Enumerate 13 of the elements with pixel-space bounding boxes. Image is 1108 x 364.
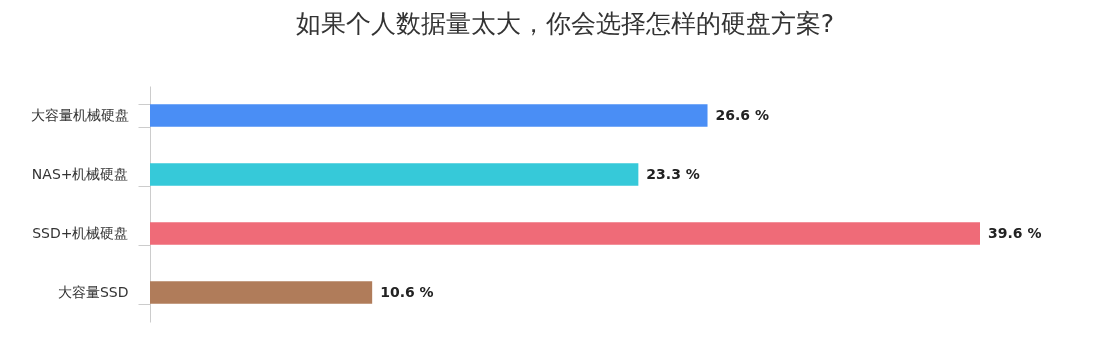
data-label: 10.6 % (380, 283, 434, 300)
bar (150, 222, 980, 245)
y-tick-label: 大容量SSD (57, 284, 129, 300)
y-tick-label: NAS+机械硬盘 (31, 166, 129, 182)
bar (150, 281, 373, 304)
data-label: 23.3 % (646, 165, 700, 182)
data-label: 26.6 % (715, 106, 769, 123)
y-tick-label: 大容量机械硬盘 (30, 107, 129, 123)
bar (150, 163, 639, 186)
y-tick-label: SSD+机械硬盘 (32, 225, 129, 241)
data-label: 39.6 % (988, 224, 1042, 241)
bar (150, 104, 708, 127)
chart-title: 如果个人数据量太大，你会选择怎样的硬盘方案? (295, 9, 835, 38)
